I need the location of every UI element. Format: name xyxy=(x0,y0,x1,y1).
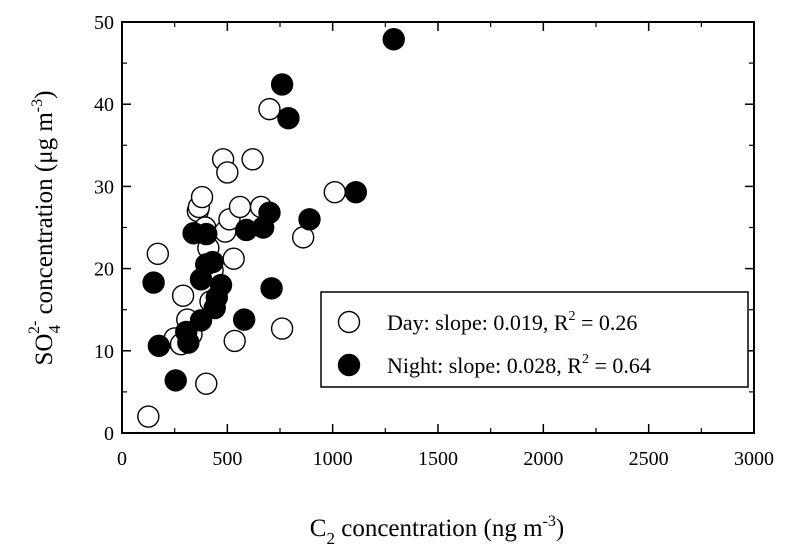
x-tick-label: 1500 xyxy=(418,448,458,470)
day-data-point xyxy=(323,180,346,204)
data-points xyxy=(137,28,405,428)
y-tick-label: 10 xyxy=(94,341,114,363)
night-data-point xyxy=(201,250,224,274)
night-data-point xyxy=(344,180,368,204)
y-tick-label: 50 xyxy=(94,12,114,34)
y-tick-label: 20 xyxy=(94,259,114,281)
legend-label-night: Night: slope: 0.028, R2 = 0.64 xyxy=(387,352,651,378)
x-tick-label: 3000 xyxy=(734,448,774,470)
day-data-point xyxy=(241,148,264,171)
legend-box xyxy=(320,291,749,388)
night-data-point xyxy=(258,201,281,224)
day-data-point xyxy=(270,317,294,340)
night-data-point xyxy=(270,73,294,96)
night-data-point xyxy=(277,106,300,130)
day-data-point xyxy=(171,284,195,307)
night-data-point xyxy=(260,277,283,300)
night-data-point xyxy=(232,308,256,331)
day-data-point xyxy=(258,97,281,121)
legend: Day: slope: 0.019, R2 = 0.26 Night: slop… xyxy=(320,291,749,388)
y-tick-label: 40 xyxy=(94,94,114,116)
day-data-point xyxy=(222,247,245,270)
day-data-point xyxy=(195,372,218,395)
day-data-point xyxy=(228,195,252,219)
legend-marker-night xyxy=(337,353,361,377)
day-data-point xyxy=(216,161,239,184)
legend-label-day: Day: slope: 0.019, R2 = 0.26 xyxy=(387,309,637,335)
night-data-point xyxy=(298,208,321,231)
x-tick-label: 0 xyxy=(117,448,127,470)
x-tick-label: 2500 xyxy=(629,448,669,470)
legend-marker-day xyxy=(337,310,361,334)
day-data-point xyxy=(190,185,214,209)
axis-ticks xyxy=(121,21,755,434)
x-tick-label: 1000 xyxy=(313,448,353,470)
night-data-point xyxy=(177,331,200,354)
x-axis-title: C2 concentration (ng m-3) xyxy=(310,513,564,548)
night-data-point xyxy=(164,369,187,392)
night-data-point xyxy=(209,273,233,297)
y-tick-label: 30 xyxy=(94,176,114,198)
night-data-point xyxy=(195,222,218,246)
day-data-point xyxy=(223,329,246,353)
y-tick-label: 0 xyxy=(104,423,114,445)
axis-tick-labels: 0 500 1000 1500 2000 2500 3000 0 10 20 30 40 50 xyxy=(94,12,774,470)
day-data-point xyxy=(137,405,160,428)
night-data-point xyxy=(147,334,171,358)
x-tick-label: 2000 xyxy=(523,448,563,470)
day-data-point xyxy=(146,242,170,266)
y-axis-title: SO42- concentration (μg m-3) xyxy=(26,91,64,366)
night-data-point xyxy=(382,28,405,51)
x-tick-label: 500 xyxy=(212,448,242,470)
night-data-point xyxy=(142,271,165,294)
